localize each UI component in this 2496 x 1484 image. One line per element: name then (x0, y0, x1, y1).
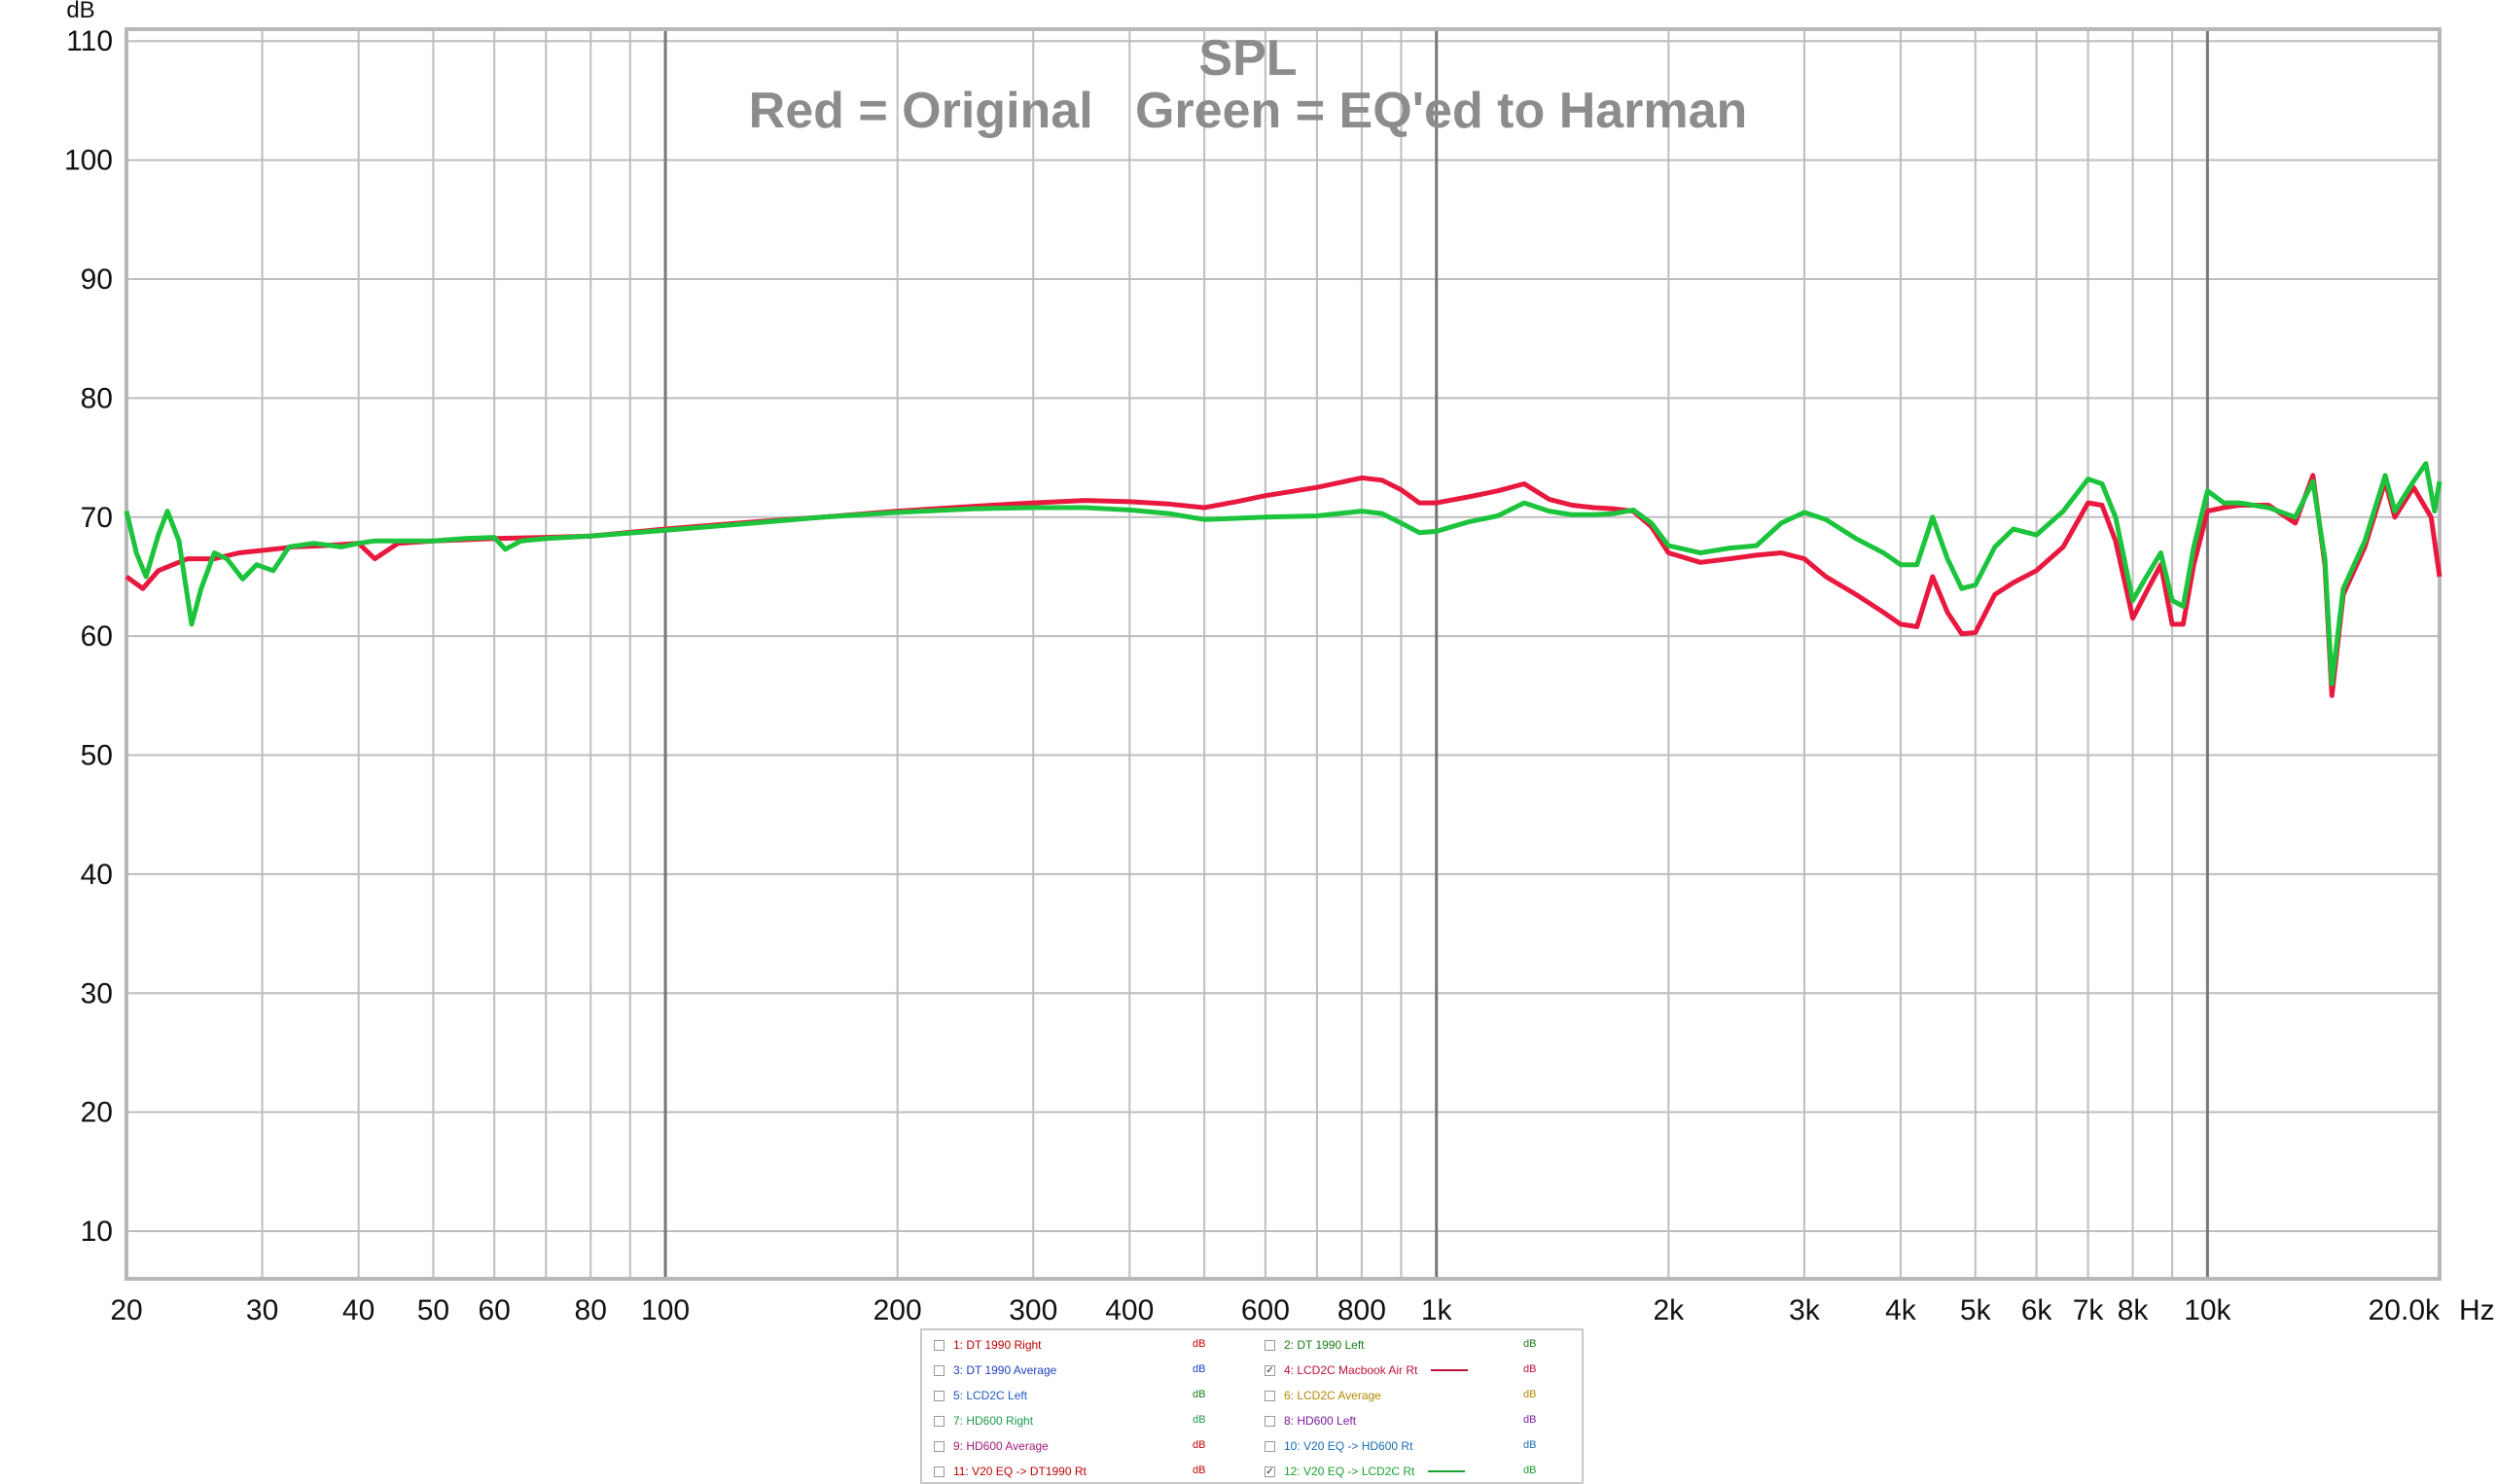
legend-unit-label: dB (1523, 1363, 1537, 1375)
legend-entry-label: 5: LCD2C Left (953, 1389, 1028, 1402)
x-tick-label: 8k (2118, 1294, 2150, 1326)
y-tick-label: 110 (66, 25, 113, 57)
legend-entry-1[interactable]: 1: DT 1990 Right (934, 1334, 1042, 1356)
legend-unit-label: dB (1523, 1338, 1537, 1350)
x-tick-labels: 20 30 40 50 60 80 100 200 300 400 600 800 1k 2k 3k 4k 5k… (110, 1294, 2441, 1326)
x-tick-label: 10k (2184, 1294, 2231, 1326)
legend-unit-label: dB (1523, 1389, 1537, 1400)
x-tick-label: 7k (2073, 1294, 2105, 1326)
legend-entry-label: 12: V20 EQ -> LCD2C Rt (1284, 1465, 1415, 1478)
series-line-original (125, 473, 2443, 698)
y-tick-label: 60 (81, 620, 113, 653)
x-tick-label: 600 (1241, 1294, 1290, 1326)
y-tick-label: 80 (81, 382, 113, 414)
legend-entry-5[interactable]: 5: LCD2C Left (934, 1385, 1027, 1406)
legend-unit-label: dB (1193, 1465, 1206, 1476)
legend-unit-label: dB (1523, 1439, 1537, 1451)
x-tick-label: 50 (417, 1294, 449, 1326)
chart-grid (125, 29, 2441, 1279)
legend-entry-3[interactable]: 3: DT 1990 Average (934, 1360, 1056, 1381)
legend-entry-label: 9: HD600 Average (953, 1439, 1049, 1453)
chart-title: SPL (1198, 30, 1297, 87)
y-tick-label: 10 (81, 1216, 113, 1248)
series-line-eq-harman (124, 461, 2443, 687)
x-tick-label: 3k (1789, 1294, 1821, 1326)
y-tick-label: 100 (64, 145, 113, 177)
x-tick-label: 40 (342, 1294, 374, 1326)
legend-entry-11[interactable]: 11: V20 EQ -> DT1990 Rt (934, 1461, 1087, 1482)
x-tick-label: 300 (1009, 1294, 1057, 1326)
legend-entry-12[interactable]: ✓ 12: V20 EQ -> LCD2C Rt (1265, 1461, 1466, 1482)
chart-subtitle: Red = Original Green = EQ'ed to Harman (749, 83, 1748, 139)
legend-unit-label: dB (1193, 1414, 1206, 1426)
legend-entry-label: 10: V20 EQ -> HD600 Rt (1284, 1439, 1413, 1453)
legend-line-swatch (1428, 1470, 1466, 1472)
y-tick-label: 20 (81, 1097, 113, 1129)
legend-entry-8[interactable]: 8: HD600 Left (1265, 1410, 1356, 1431)
legend-entry-label: 11: V20 EQ -> DT1990 Rt (953, 1465, 1087, 1478)
legend-entry-label: 2: DT 1990 Left (1284, 1338, 1365, 1352)
legend-entry-label: 4: LCD2C Macbook Air Rt (1284, 1363, 1418, 1377)
legend-entry-label: 1: DT 1990 Right (953, 1338, 1042, 1352)
legend-entry-7[interactable]: 7: HD600 Right (934, 1410, 1033, 1431)
legend-checkbox-2[interactable] (1265, 1339, 1275, 1351)
legend-entry-10[interactable]: 10: V20 EQ -> HD600 Rt (1265, 1435, 1412, 1457)
x-tick-label: 200 (874, 1294, 922, 1326)
legend-checkbox-3[interactable] (934, 1364, 945, 1376)
y-tick-label: 70 (81, 502, 113, 534)
series-layer (124, 461, 2443, 698)
legend-checkbox-6[interactable] (1265, 1390, 1275, 1401)
y-tick-label: 30 (81, 977, 113, 1009)
x-tick-label: 800 (1337, 1294, 1386, 1326)
x-tick-label: 6k (2021, 1294, 2053, 1326)
legend-checkbox-5[interactable] (934, 1390, 945, 1401)
legend-panel: 1: DT 1990 Right dB 2: DT 1990 Left dB 3: DT… (920, 1328, 1584, 1484)
y-tick-label: 90 (81, 264, 113, 296)
legend-checkbox-10[interactable] (1265, 1440, 1275, 1452)
legend-checkbox-11[interactable] (934, 1466, 945, 1477)
y-tick-label: 40 (81, 859, 113, 891)
legend-entry-label: 3: DT 1990 Average (953, 1363, 1057, 1377)
legend-checkbox-1[interactable] (934, 1339, 945, 1351)
y-tick-labels: 10 20 30 40 50 60 70 80 90 100 110 (64, 25, 113, 1248)
legend-checkbox-12[interactable]: ✓ (1265, 1466, 1275, 1477)
x-tick-label: 20 (110, 1294, 142, 1326)
legend-unit-label: dB (1523, 1465, 1537, 1476)
legend-entry-6[interactable]: 6: LCD2C Average (1265, 1385, 1381, 1406)
legend-checkbox-4[interactable]: ✓ (1265, 1364, 1275, 1376)
x-tick-label: 60 (479, 1294, 511, 1326)
legend-entry-label: 8: HD600 Left (1284, 1414, 1357, 1428)
legend-unit-label: dB (1523, 1414, 1537, 1426)
y-tick-label: 50 (81, 740, 113, 772)
x-tick-label: 2k (1653, 1294, 1685, 1326)
legend-unit-label: dB (1193, 1439, 1206, 1451)
x-tick-label: 100 (641, 1294, 690, 1326)
legend-checkbox-7[interactable] (934, 1415, 945, 1427)
x-tick-label: 1k (1421, 1294, 1453, 1326)
legend-entry-9[interactable]: 9: HD600 Average (934, 1435, 1049, 1457)
plot-frame (125, 27, 2442, 1281)
legend-line-swatch (1431, 1369, 1469, 1371)
x-tick-label: 20.0k (2369, 1294, 2441, 1326)
legend-checkbox-8[interactable] (1265, 1415, 1275, 1427)
legend-unit-label: dB (1193, 1363, 1206, 1375)
legend-unit-label: dB (1193, 1389, 1206, 1400)
legend-entry-4[interactable]: ✓ 4: LCD2C Macbook Air Rt (1265, 1360, 1469, 1381)
legend-entry-label: 7: HD600 Right (953, 1414, 1034, 1428)
x-tick-label: 4k (1885, 1294, 1917, 1326)
x-tick-label: 400 (1105, 1294, 1154, 1326)
x-tick-label: 30 (246, 1294, 278, 1326)
x-tick-label: 5k (1960, 1294, 1992, 1326)
legend-checkbox-9[interactable] (934, 1440, 945, 1452)
legend-entry-2[interactable]: 2: DT 1990 Left (1265, 1334, 1365, 1356)
x-tick-label: 80 (575, 1294, 607, 1326)
x-axis-unit-label: Hz (2459, 1294, 2495, 1326)
legend-unit-label: dB (1193, 1338, 1206, 1350)
y-axis-unit-label: dB (66, 0, 94, 23)
legend-entry-label: 6: LCD2C Average (1284, 1389, 1381, 1402)
